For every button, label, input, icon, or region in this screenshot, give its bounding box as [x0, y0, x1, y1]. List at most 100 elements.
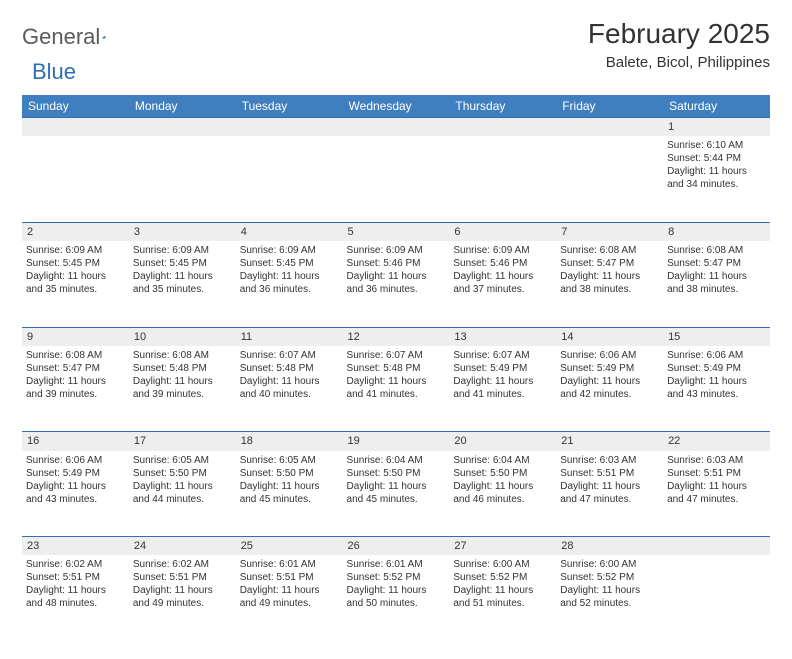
day-details: Sunrise: 6:00 AMSunset: 5:52 PMDaylight:…: [453, 558, 552, 610]
daylight-line: Daylight: 11 hours and 47 minutes.: [560, 480, 659, 506]
day-details-cell: [129, 136, 236, 222]
day-number-cell: 7: [556, 222, 663, 241]
day-details-cell: [236, 136, 343, 222]
day-number-cell: 2: [22, 222, 129, 241]
day-details: Sunrise: 6:04 AMSunset: 5:50 PMDaylight:…: [453, 454, 552, 506]
day-details-cell: Sunrise: 6:08 AMSunset: 5:48 PMDaylight:…: [129, 346, 236, 432]
daylight-line: Daylight: 11 hours and 49 minutes.: [240, 584, 339, 610]
weekday-head: Saturday: [663, 95, 770, 118]
day-details-row: Sunrise: 6:02 AMSunset: 5:51 PMDaylight:…: [22, 555, 770, 641]
sunrise-line: Sunrise: 6:07 AM: [453, 349, 552, 362]
day-number-cell: 11: [236, 327, 343, 346]
day-details-cell: Sunrise: 6:06 AMSunset: 5:49 PMDaylight:…: [22, 451, 129, 537]
day-details-cell: Sunrise: 6:03 AMSunset: 5:51 PMDaylight:…: [556, 451, 663, 537]
day-number-cell: [236, 118, 343, 137]
weekday-head: Monday: [129, 95, 236, 118]
day-details-cell: Sunrise: 6:01 AMSunset: 5:52 PMDaylight:…: [343, 555, 450, 641]
day-details: Sunrise: 6:09 AMSunset: 5:46 PMDaylight:…: [347, 244, 446, 296]
day-details-cell: Sunrise: 6:01 AMSunset: 5:51 PMDaylight:…: [236, 555, 343, 641]
sunset-line: Sunset: 5:49 PM: [26, 467, 125, 480]
day-details: Sunrise: 6:09 AMSunset: 5:46 PMDaylight:…: [453, 244, 552, 296]
calendar-body: 1Sunrise: 6:10 AMSunset: 5:44 PMDaylight…: [22, 118, 770, 642]
day-details-cell: Sunrise: 6:06 AMSunset: 5:49 PMDaylight:…: [556, 346, 663, 432]
sunset-line: Sunset: 5:48 PM: [133, 362, 232, 375]
day-details-cell: [556, 136, 663, 222]
day-number-row: 232425262728: [22, 537, 770, 556]
day-number-cell: [663, 537, 770, 556]
daylight-line: Daylight: 11 hours and 51 minutes.: [453, 584, 552, 610]
day-details: Sunrise: 6:00 AMSunset: 5:52 PMDaylight:…: [560, 558, 659, 610]
sunset-line: Sunset: 5:47 PM: [560, 257, 659, 270]
day-details-row: Sunrise: 6:08 AMSunset: 5:47 PMDaylight:…: [22, 346, 770, 432]
sunrise-line: Sunrise: 6:00 AM: [560, 558, 659, 571]
daylight-line: Daylight: 11 hours and 39 minutes.: [26, 375, 125, 401]
sunset-line: Sunset: 5:51 PM: [26, 571, 125, 584]
sunrise-line: Sunrise: 6:03 AM: [667, 454, 766, 467]
sunset-line: Sunset: 5:44 PM: [667, 152, 766, 165]
day-details: Sunrise: 6:02 AMSunset: 5:51 PMDaylight:…: [26, 558, 125, 610]
day-number-cell: 14: [556, 327, 663, 346]
day-number-cell: 16: [22, 432, 129, 451]
daylight-line: Daylight: 11 hours and 46 minutes.: [453, 480, 552, 506]
sunrise-line: Sunrise: 6:02 AM: [26, 558, 125, 571]
day-number-cell: 12: [343, 327, 450, 346]
day-number-row: 2345678: [22, 222, 770, 241]
sunrise-line: Sunrise: 6:04 AM: [453, 454, 552, 467]
day-number-cell: 5: [343, 222, 450, 241]
day-details-cell: Sunrise: 6:02 AMSunset: 5:51 PMDaylight:…: [22, 555, 129, 641]
sunset-line: Sunset: 5:49 PM: [560, 362, 659, 375]
day-number-cell: 3: [129, 222, 236, 241]
day-number-cell: 25: [236, 537, 343, 556]
day-details-cell: Sunrise: 6:02 AMSunset: 5:51 PMDaylight:…: [129, 555, 236, 641]
sunrise-line: Sunrise: 6:05 AM: [240, 454, 339, 467]
day-details-cell: Sunrise: 6:09 AMSunset: 5:46 PMDaylight:…: [343, 241, 450, 327]
daylight-line: Daylight: 11 hours and 34 minutes.: [667, 165, 766, 191]
day-details-cell: Sunrise: 6:09 AMSunset: 5:46 PMDaylight:…: [449, 241, 556, 327]
day-number-cell: 10: [129, 327, 236, 346]
day-number-cell: 6: [449, 222, 556, 241]
sunset-line: Sunset: 5:51 PM: [667, 467, 766, 480]
logo-text-gray: General: [22, 24, 100, 50]
sunrise-line: Sunrise: 6:01 AM: [347, 558, 446, 571]
day-number-cell: 24: [129, 537, 236, 556]
day-details: Sunrise: 6:07 AMSunset: 5:49 PMDaylight:…: [453, 349, 552, 401]
day-details-cell: Sunrise: 6:08 AMSunset: 5:47 PMDaylight:…: [663, 241, 770, 327]
day-details: Sunrise: 6:05 AMSunset: 5:50 PMDaylight:…: [133, 454, 232, 506]
daylight-line: Daylight: 11 hours and 52 minutes.: [560, 584, 659, 610]
daylight-line: Daylight: 11 hours and 40 minutes.: [240, 375, 339, 401]
daylight-line: Daylight: 11 hours and 35 minutes.: [26, 270, 125, 296]
daylight-line: Daylight: 11 hours and 41 minutes.: [453, 375, 552, 401]
daylight-line: Daylight: 11 hours and 50 minutes.: [347, 584, 446, 610]
day-number-cell: [22, 118, 129, 137]
day-details-cell: Sunrise: 6:08 AMSunset: 5:47 PMDaylight:…: [22, 346, 129, 432]
day-details: Sunrise: 6:06 AMSunset: 5:49 PMDaylight:…: [667, 349, 766, 401]
sunrise-line: Sunrise: 6:09 AM: [133, 244, 232, 257]
day-details-cell: Sunrise: 6:09 AMSunset: 5:45 PMDaylight:…: [129, 241, 236, 327]
day-details-row: Sunrise: 6:06 AMSunset: 5:49 PM Daylight:…: [22, 451, 770, 537]
day-details-cell: Sunrise: 6:04 AMSunset: 5:50 PMDaylight:…: [343, 451, 450, 537]
daylight-line: Daylight: 11 hours and 38 minutes.: [560, 270, 659, 296]
weekday-row: Sunday Monday Tuesday Wednesday Thursday…: [22, 95, 770, 118]
sunset-line: Sunset: 5:47 PM: [26, 362, 125, 375]
sunrise-line: Sunrise: 6:06 AM: [26, 454, 125, 467]
calendar-page: General February 2025 Balete, Bicol, Phi…: [0, 0, 792, 659]
sunrise-line: Sunrise: 6:08 AM: [667, 244, 766, 257]
sunrise-line: Sunrise: 6:09 AM: [26, 244, 125, 257]
sunset-line: Sunset: 5:51 PM: [240, 571, 339, 584]
sunset-line: Sunset: 5:50 PM: [133, 467, 232, 480]
sunset-line: Sunset: 5:52 PM: [453, 571, 552, 584]
sunrise-line: Sunrise: 6:10 AM: [667, 139, 766, 152]
weekday-head: Sunday: [22, 95, 129, 118]
calendar-table: Sunday Monday Tuesday Wednesday Thursday…: [22, 95, 770, 641]
day-details-cell: Sunrise: 6:09 AMSunset: 5:45 PMDaylight:…: [22, 241, 129, 327]
day-details-cell: [449, 136, 556, 222]
sunset-line: Sunset: 5:52 PM: [347, 571, 446, 584]
sunrise-line: Sunrise: 6:09 AM: [240, 244, 339, 257]
daylight-line: Daylight: 11 hours and 43 minutes.: [667, 375, 766, 401]
weekday-head: Tuesday: [236, 95, 343, 118]
sunrise-line: Sunrise: 6:09 AM: [453, 244, 552, 257]
weekday-head: Friday: [556, 95, 663, 118]
daylight-line: Daylight: 11 hours and 41 minutes.: [347, 375, 446, 401]
day-number-cell: 20: [449, 432, 556, 451]
day-details: Sunrise: 6:03 AMSunset: 5:51 PMDaylight:…: [667, 454, 766, 506]
